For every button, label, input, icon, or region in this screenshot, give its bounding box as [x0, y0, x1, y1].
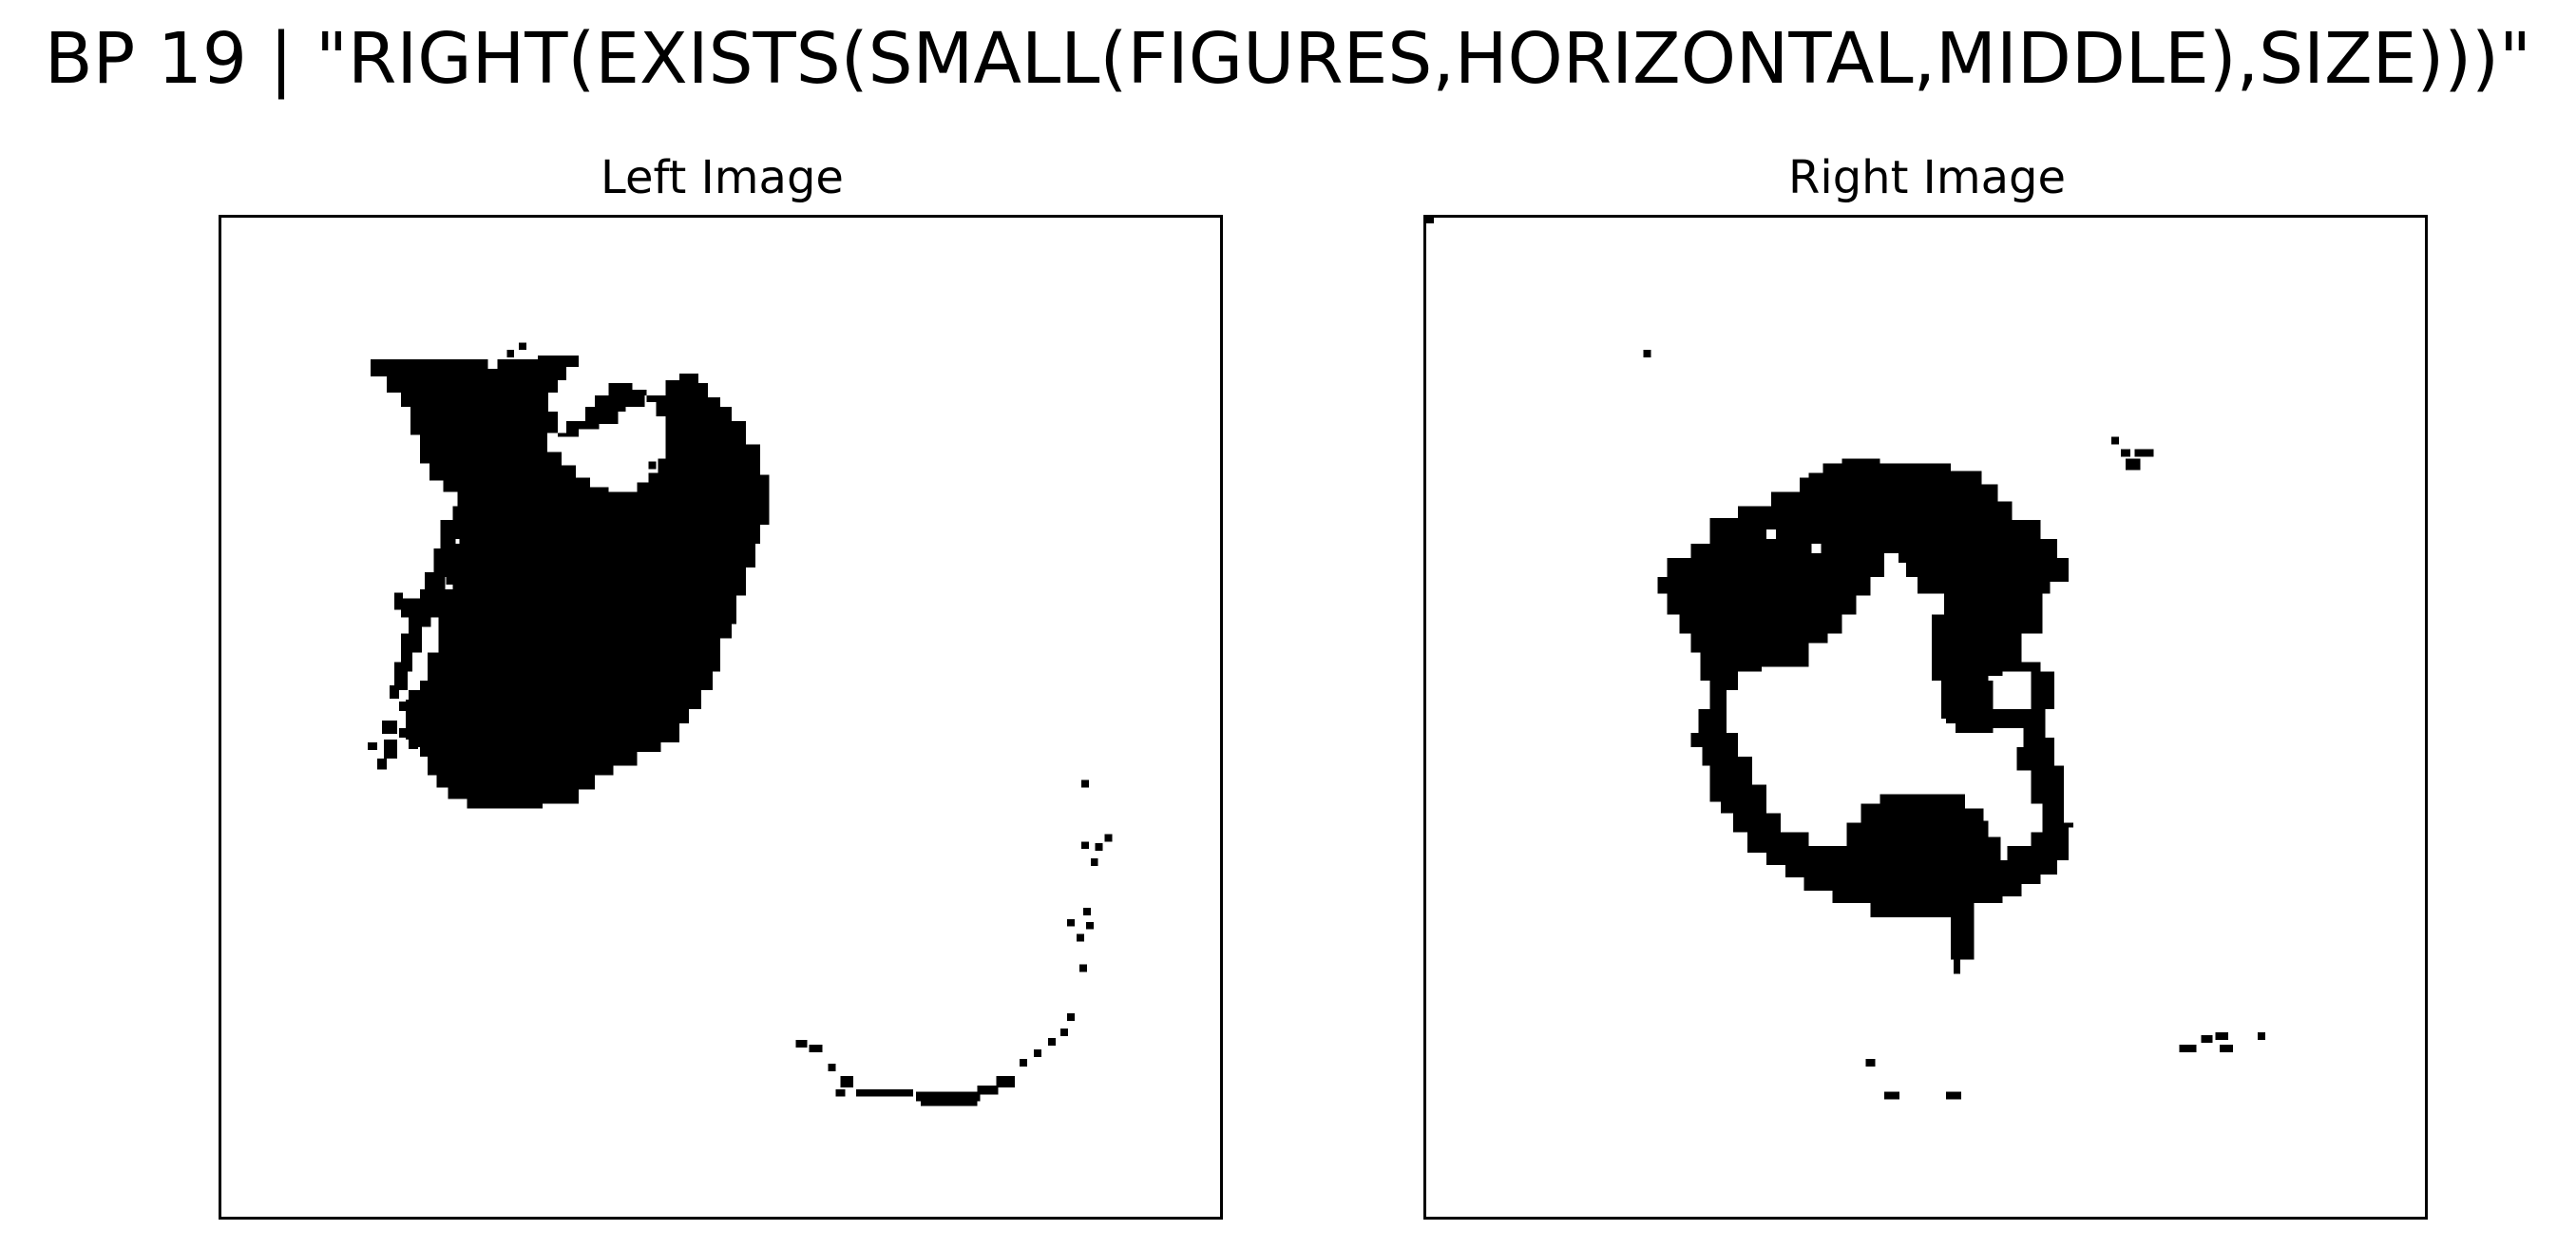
left-image-silhouette [368, 342, 1113, 1106]
left-image-title: Left Image [601, 151, 844, 204]
right-center-lobe [1870, 813, 2001, 974]
right-ring-shape [1657, 458, 2074, 913]
right-image-title: Right Image [1788, 151, 2066, 204]
right-image-panel [1423, 215, 2428, 1220]
figure-title: BP 19 | "RIGHT(EXISTS(SMALL(FIGURES,HORI… [44, 18, 2532, 100]
left-image-panel [219, 215, 1223, 1220]
left-main-blob [371, 356, 770, 809]
right-image-silhouette [1426, 218, 2265, 1100]
